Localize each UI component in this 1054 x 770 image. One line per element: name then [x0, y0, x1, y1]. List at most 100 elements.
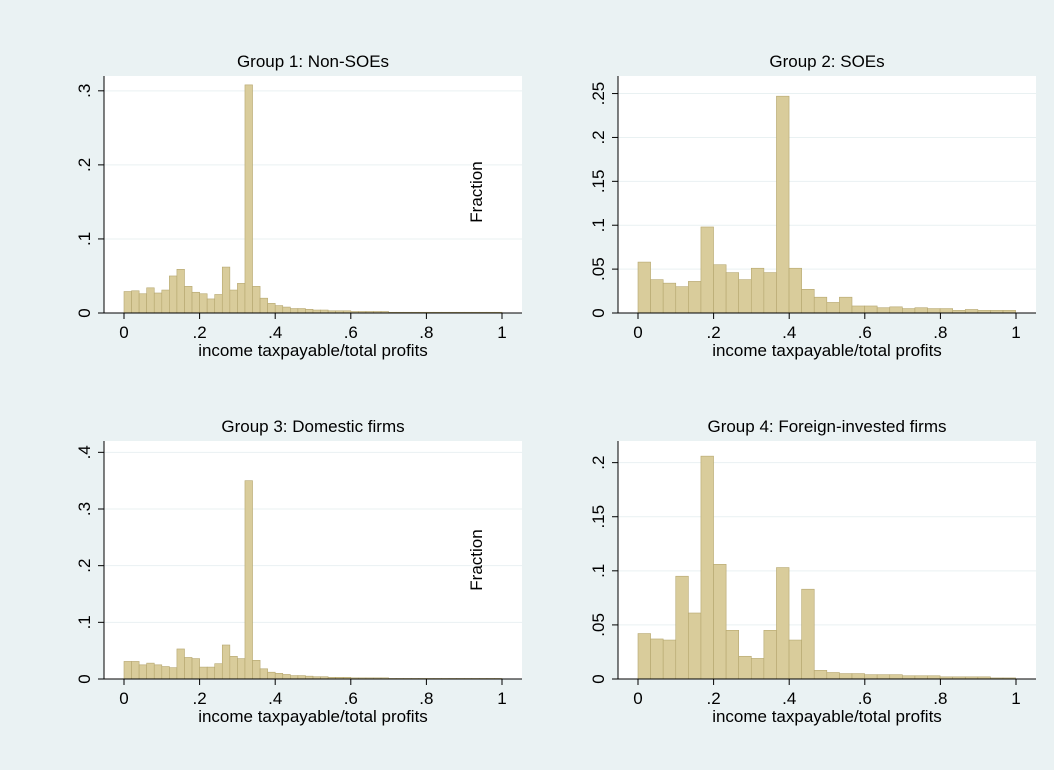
- histogram-bar: [651, 639, 664, 679]
- histogram-bar: [776, 568, 789, 679]
- histogram-bar: [789, 640, 802, 679]
- histogram-bar: [915, 308, 928, 313]
- histogram-bar: [852, 306, 865, 313]
- histogram-bar: [215, 664, 223, 679]
- x-tick-label: .8: [933, 323, 947, 342]
- x-axis-label: income taxpayable/total profits: [198, 707, 428, 726]
- histogram-bar: [283, 307, 291, 313]
- histogram-bar: [739, 656, 752, 679]
- histogram-bar: [877, 308, 890, 313]
- x-tick-label: 1: [497, 323, 506, 342]
- histogram-bar: [260, 669, 268, 679]
- histogram-bar: [177, 269, 185, 313]
- y-tick-label: .05: [589, 257, 608, 281]
- histogram-bar: [890, 675, 903, 679]
- histogram-bar: [253, 660, 261, 679]
- x-axis-label: income taxpayable/total profits: [198, 341, 428, 360]
- histogram-bar: [283, 674, 291, 679]
- histogram-bar: [638, 634, 651, 679]
- x-tick-label: 1: [497, 689, 506, 708]
- plot-area: [104, 441, 522, 679]
- x-tick-label: 1: [1011, 689, 1020, 708]
- histogram-bar: [290, 676, 298, 679]
- histogram-bar: [139, 294, 147, 313]
- histogram-bar: [237, 283, 245, 313]
- x-tick-label: 1: [1011, 323, 1020, 342]
- histogram-bar: [230, 656, 238, 679]
- histogram-bar: [852, 674, 865, 679]
- histogram-bar: [162, 667, 170, 679]
- panel-title: Group 1: Non-SOEs: [237, 52, 389, 71]
- histogram-bar: [701, 227, 714, 313]
- histogram-bar: [663, 283, 676, 313]
- x-tick-label: .2: [193, 689, 207, 708]
- histogram-bar: [814, 670, 827, 679]
- histogram-bar: [814, 297, 827, 313]
- x-tick-label: .8: [933, 689, 947, 708]
- y-tick-label: 0: [589, 308, 608, 317]
- y-tick-label: .25: [589, 82, 608, 106]
- y-tick-label: .15: [589, 505, 608, 529]
- histogram-bar: [877, 675, 890, 679]
- x-tick-label: .2: [193, 323, 207, 342]
- histogram-bar: [940, 309, 953, 313]
- x-tick-label: .6: [858, 689, 872, 708]
- y-tick-label: .15: [589, 170, 608, 194]
- histogram-bar: [776, 96, 789, 313]
- histogram-bar: [290, 309, 298, 313]
- panel-title: Group 4: Foreign-invested firms: [707, 417, 946, 436]
- histogram-bar: [154, 665, 162, 679]
- histogram-bar: [253, 286, 261, 313]
- histogram-bar: [751, 658, 764, 679]
- y-tick-label: .3: [75, 84, 94, 98]
- histogram-bar: [132, 661, 140, 679]
- histogram-bar: [124, 661, 132, 679]
- x-tick-label: .4: [268, 323, 282, 342]
- y-tick-label: 0: [589, 674, 608, 683]
- y-axis-label: Fraction: [467, 529, 486, 590]
- histogram-bar: [865, 675, 878, 679]
- histogram-bar: [827, 673, 840, 679]
- x-tick-label: 0: [119, 323, 128, 342]
- y-tick-label: .2: [589, 130, 608, 144]
- histogram-bar: [751, 268, 764, 313]
- histogram-bar: [275, 306, 283, 313]
- histogram-bar: [192, 659, 200, 679]
- x-axis-label: income taxpayable/total profits: [712, 341, 942, 360]
- x-axis-label: income taxpayable/total profits: [712, 707, 942, 726]
- histogram-bar: [663, 640, 676, 679]
- histogram-bar: [789, 268, 802, 313]
- y-tick-label: .2: [75, 158, 94, 172]
- y-tick-label: .3: [75, 502, 94, 516]
- histogram-bar: [147, 663, 155, 679]
- x-tick-label: .4: [268, 689, 282, 708]
- x-tick-label: 0: [119, 689, 128, 708]
- histogram-bar: [260, 298, 268, 313]
- panel-title: Group 2: SOEs: [769, 52, 884, 71]
- histogram-bar: [839, 297, 852, 313]
- histogram-bar: [169, 668, 177, 679]
- x-tick-label: .8: [419, 323, 433, 342]
- histogram-bar: [839, 674, 852, 679]
- histogram-bar: [902, 309, 915, 313]
- histogram-bar: [701, 456, 714, 679]
- x-tick-label: .2: [707, 689, 721, 708]
- y-tick-label: .2: [75, 559, 94, 573]
- histogram-bar: [298, 309, 306, 313]
- x-tick-label: .8: [419, 689, 433, 708]
- histogram-bar: [305, 309, 313, 313]
- y-tick-label: .4: [75, 445, 94, 459]
- y-tick-label: .1: [589, 564, 608, 578]
- y-tick-label: .1: [75, 232, 94, 246]
- histogram-bar: [147, 288, 155, 313]
- histogram-bar: [237, 659, 245, 679]
- plot-area: [104, 76, 522, 313]
- plot-area: [618, 76, 1036, 313]
- histogram-bar: [162, 290, 170, 313]
- histogram-bar: [200, 667, 208, 679]
- x-tick-label: .6: [344, 323, 358, 342]
- histogram-bar: [200, 294, 208, 313]
- histogram-bar: [298, 676, 306, 679]
- y-tick-label: .1: [75, 615, 94, 629]
